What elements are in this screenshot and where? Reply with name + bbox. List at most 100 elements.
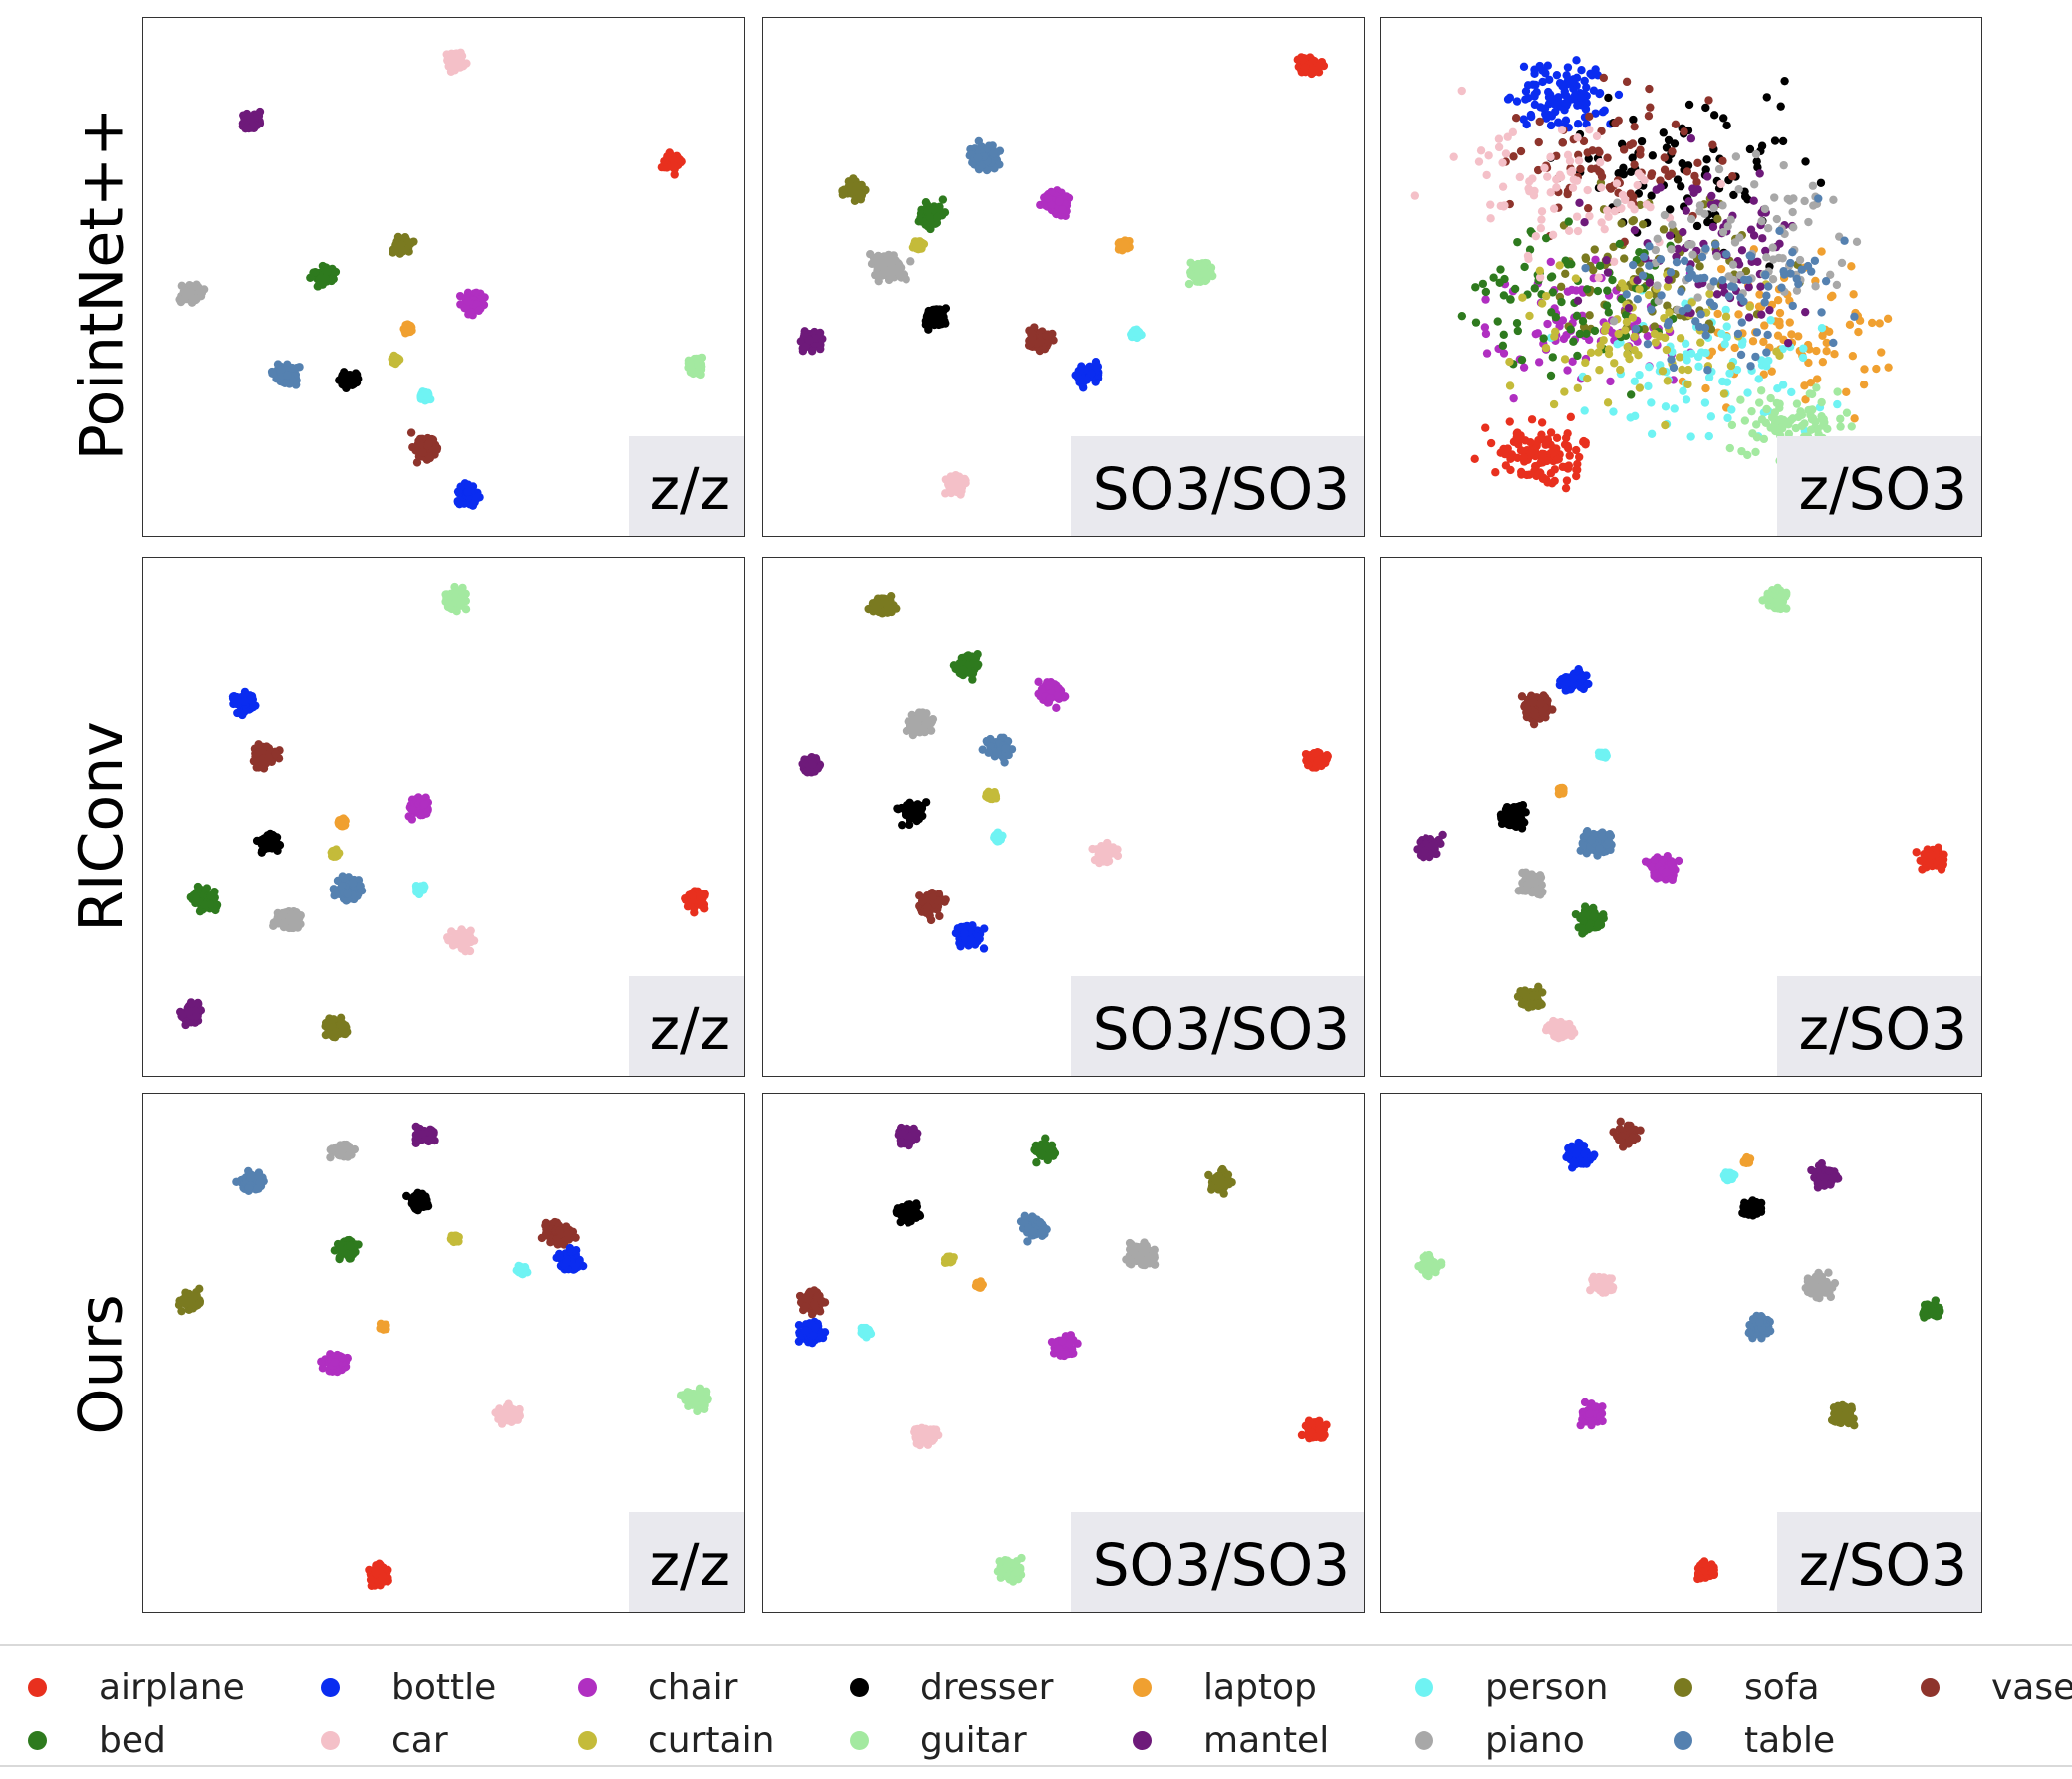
scatter-point (964, 668, 974, 677)
scatter-point (669, 161, 678, 170)
scatter-point (418, 448, 427, 457)
scatter-point (688, 890, 697, 899)
scatter-point (563, 1230, 573, 1239)
scatter-point (905, 808, 913, 818)
scatter-point (417, 1130, 427, 1139)
scatter-point (453, 487, 463, 496)
scatter-point (880, 267, 889, 276)
scatter-point (446, 67, 456, 76)
scatter-point (914, 710, 924, 719)
scatter-point (289, 922, 298, 932)
scatter-point (271, 749, 281, 759)
scatter-point (453, 933, 462, 943)
scatter-plot (175, 48, 707, 510)
scatter-point (187, 999, 196, 1008)
scatter-point (233, 708, 242, 718)
scatter-point (1133, 328, 1143, 338)
scatter-point (456, 60, 466, 69)
scatter-point (473, 492, 482, 502)
scatter-point (408, 805, 417, 814)
scatter-point (967, 936, 976, 945)
scatter-point (412, 458, 422, 467)
scatter-panel: SO3/SO3 (762, 17, 1365, 537)
scatter-point (331, 267, 341, 277)
scatter-point (892, 604, 901, 613)
scatter-point (980, 924, 989, 933)
scatter-point (844, 177, 854, 186)
scatter-point (352, 370, 362, 380)
scatter-point (420, 800, 429, 809)
scatter-point (1047, 187, 1056, 197)
scatter-point (1044, 194, 1053, 203)
scatter-point (1052, 703, 1061, 713)
scatter-point (693, 362, 702, 372)
scatter-point (906, 257, 915, 266)
scatter-point (330, 851, 339, 860)
scatter-point (254, 740, 263, 749)
scatter-point (268, 835, 278, 844)
scatter-point (184, 1007, 193, 1017)
scatter-point (1310, 748, 1320, 758)
scatter-point (178, 1010, 187, 1019)
scatter-point (1306, 754, 1315, 763)
scatter-point (189, 282, 198, 291)
scatter-point (428, 1129, 437, 1138)
scatter-point (343, 890, 352, 898)
scatter-point (240, 697, 250, 706)
scatter-point (261, 844, 270, 854)
scatter-point (955, 659, 964, 668)
scatter-point (407, 815, 417, 824)
scatter-point (445, 600, 454, 610)
row-label: Ours (62, 1165, 141, 1564)
scatter-point (807, 347, 817, 356)
scatter-point (571, 1233, 580, 1242)
scatter-point (1303, 761, 1313, 770)
scatter-point (913, 241, 923, 251)
scatter-point (938, 195, 948, 204)
scatter-point (984, 748, 993, 757)
scatter-point (424, 439, 433, 448)
scatter-point (1079, 383, 1088, 392)
scatter-point (254, 763, 263, 772)
scatter-point (332, 1027, 341, 1036)
scatter-point (421, 389, 430, 398)
scatter-plot (798, 591, 1332, 1040)
row-label-text: RIConv (67, 721, 136, 932)
scatter-point (1001, 744, 1010, 753)
scatter-point (670, 170, 679, 179)
scatter-point (448, 59, 457, 69)
scatter-point (417, 885, 426, 893)
scatter-point (1046, 694, 1055, 703)
scatter-point (443, 933, 452, 942)
scatter-point (262, 742, 271, 751)
scatter-panel: SO3/SO3 (762, 557, 1365, 1077)
scatter-point (880, 256, 889, 266)
scatter-point (1047, 200, 1056, 210)
scatter-point (406, 428, 416, 437)
scatter-point (546, 1238, 555, 1247)
scatter-point (191, 896, 201, 905)
scatter-point (932, 315, 941, 324)
scatter-point (1190, 272, 1200, 282)
scatter-point (389, 246, 399, 256)
scatter-point (973, 661, 982, 671)
scatter-point (322, 267, 332, 276)
row-label: PointNet++ (62, 85, 141, 483)
scatter-point (264, 753, 273, 762)
scatter-point (541, 1221, 550, 1230)
scatter-point (328, 1015, 338, 1024)
scatter-point (338, 872, 347, 881)
row-label-text: Ours (67, 1294, 136, 1435)
scatter-point (249, 701, 258, 710)
scatter-point (425, 453, 435, 463)
scatter-point (902, 726, 911, 736)
scatter-point (338, 375, 347, 383)
scatter-point (1053, 683, 1063, 693)
scatter-point (1075, 366, 1084, 376)
scatter-point (345, 379, 354, 387)
scatter-point (1300, 63, 1310, 72)
scatter-point (898, 820, 906, 830)
scatter-point (909, 715, 918, 724)
setting-tag: z/z (628, 436, 744, 536)
scatter-point (1196, 277, 1205, 286)
